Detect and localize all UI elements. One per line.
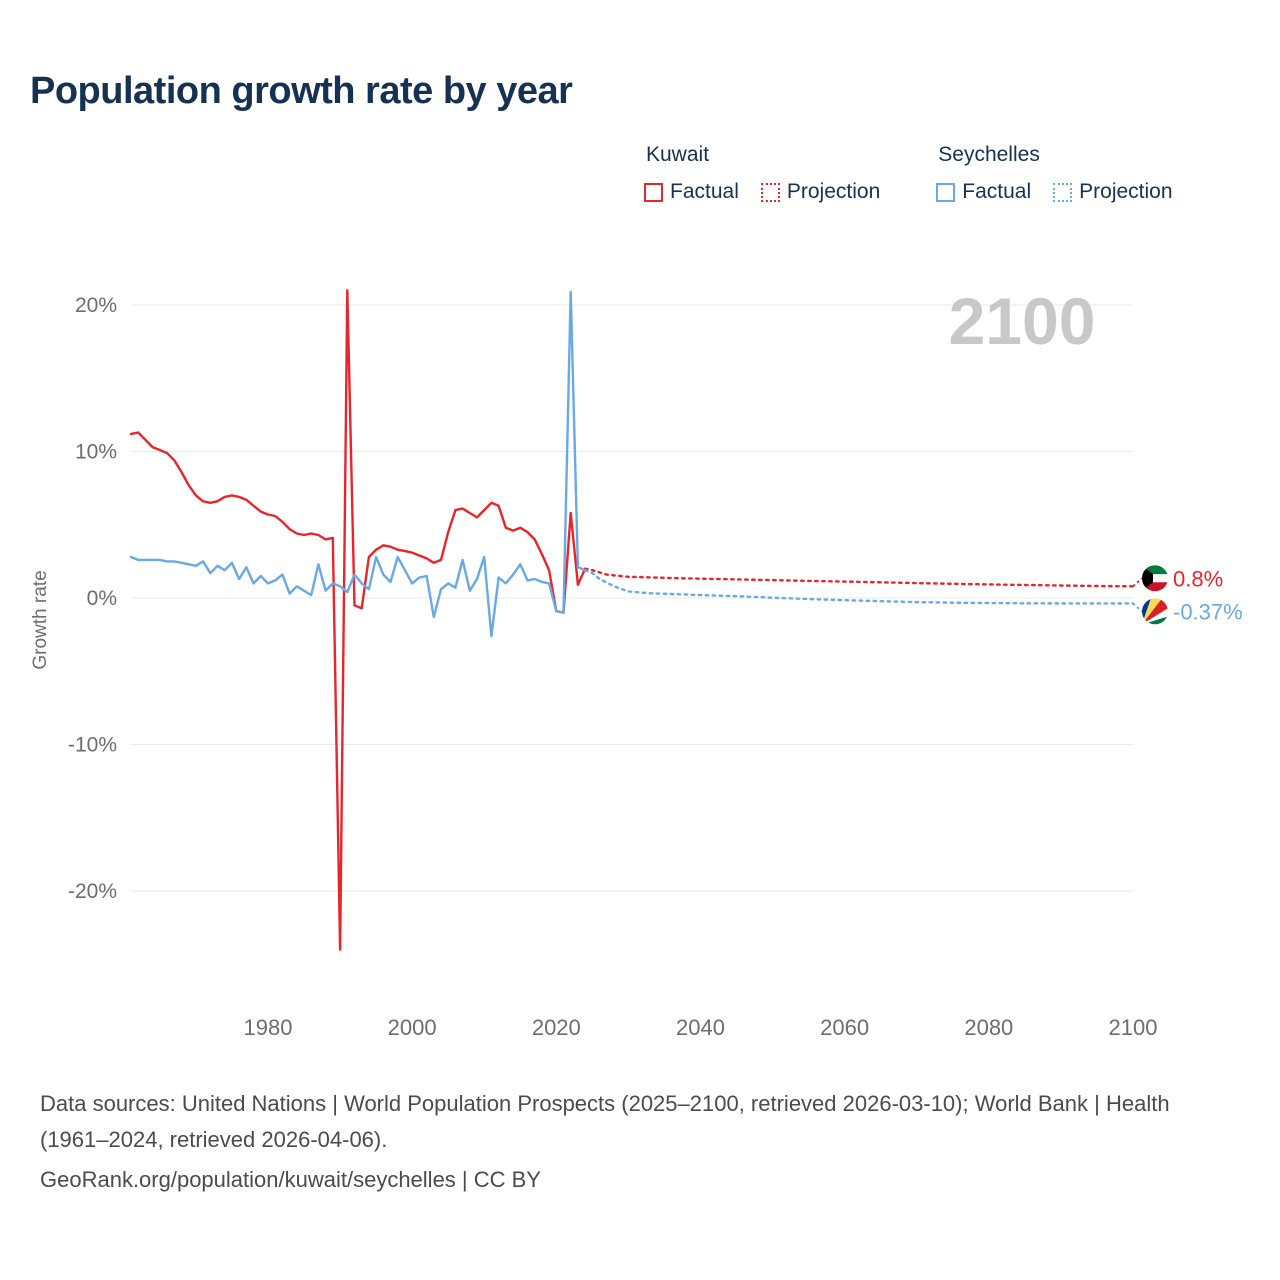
chart-canvas: 20% 10% 0% -10% -20% 1980 2000 2020 2040 2060 2080…	[30, 284, 1243, 1040]
kuwait-projection-swatch-icon	[760, 182, 780, 202]
series-kuwait-factual	[129, 289, 587, 951]
end-connector	[1132, 577, 1143, 588]
series-seychelles-projection	[583, 569, 1135, 605]
end-value-label: -0.37%	[1173, 599, 1243, 624]
legend-title-kuwait: Kuwait	[646, 143, 710, 166]
legend-items-seychelles: Factual Projection	[936, 180, 1173, 204]
seychelles-projection-label: Projection	[1079, 180, 1173, 203]
y-tick-label: 0%	[87, 587, 117, 610]
x-tick-label: 2040	[676, 1015, 725, 1040]
x-tick-label: 2020	[532, 1015, 581, 1040]
x-tick-label: 2060	[820, 1015, 869, 1040]
legend-item-kuwait-projection[interactable]: Projection	[760, 180, 881, 204]
kuwait-projection-label: Projection	[786, 180, 881, 203]
series-kuwait-projection	[583, 567, 1135, 588]
legend-title-seychelles: Seychelles	[938, 143, 1040, 166]
y-tick-label: -20%	[68, 880, 117, 903]
x-tick-label: 2080	[964, 1015, 1013, 1040]
chart-footer: Data sources: United Nations | World Pop…	[40, 1086, 1220, 1198]
end-connector	[1132, 602, 1143, 613]
legend-items-kuwait: Factual Projection	[644, 180, 880, 204]
kuwait-factual-label: Factual	[670, 180, 739, 203]
kuwait-factual-swatch-icon	[644, 182, 663, 202]
legend-item-seychelles-projection[interactable]: Projection	[1053, 180, 1173, 204]
y-tick-label: -10%	[68, 734, 117, 757]
legend-item-seychelles-factual[interactable]: Factual	[936, 180, 1031, 204]
seychelles-factual-label: Factual	[962, 180, 1032, 203]
seychelles-factual-swatch-icon	[936, 182, 956, 202]
legend-group-kuwait: Kuwait Factual Projection	[644, 143, 880, 204]
end-value-label: 0.8%	[1173, 566, 1223, 591]
chart-legend: Kuwait Factual Projection Seychelles Fac…	[644, 143, 1173, 204]
source-link: GeoRank.org/population/kuwait/seychelles…	[40, 1167, 541, 1193]
legend-group-seychelles: Seychelles Factual Projection	[936, 143, 1173, 204]
page-title: Population growth rate by year	[30, 70, 573, 112]
kuwait-flag-icon	[1142, 565, 1168, 592]
x-tick-label: 2100	[1109, 1015, 1158, 1040]
y-tick-label: 10%	[75, 441, 117, 464]
y-axis-label: Growth rate	[30, 570, 51, 669]
y-tick-label: 20%	[75, 294, 117, 317]
data-sources-text: Data sources: United Nations | World Pop…	[40, 1091, 1170, 1152]
legend-item-kuwait-factual[interactable]: Factual	[644, 180, 739, 204]
seychelles-flag-icon	[1142, 598, 1168, 625]
seychelles-projection-swatch-icon	[1053, 182, 1073, 202]
series-seychelles-factual	[129, 290, 587, 638]
chart-watermark: 2100	[949, 284, 1096, 358]
x-tick-label: 1980	[243, 1015, 292, 1040]
x-tick-label: 2000	[388, 1015, 437, 1040]
